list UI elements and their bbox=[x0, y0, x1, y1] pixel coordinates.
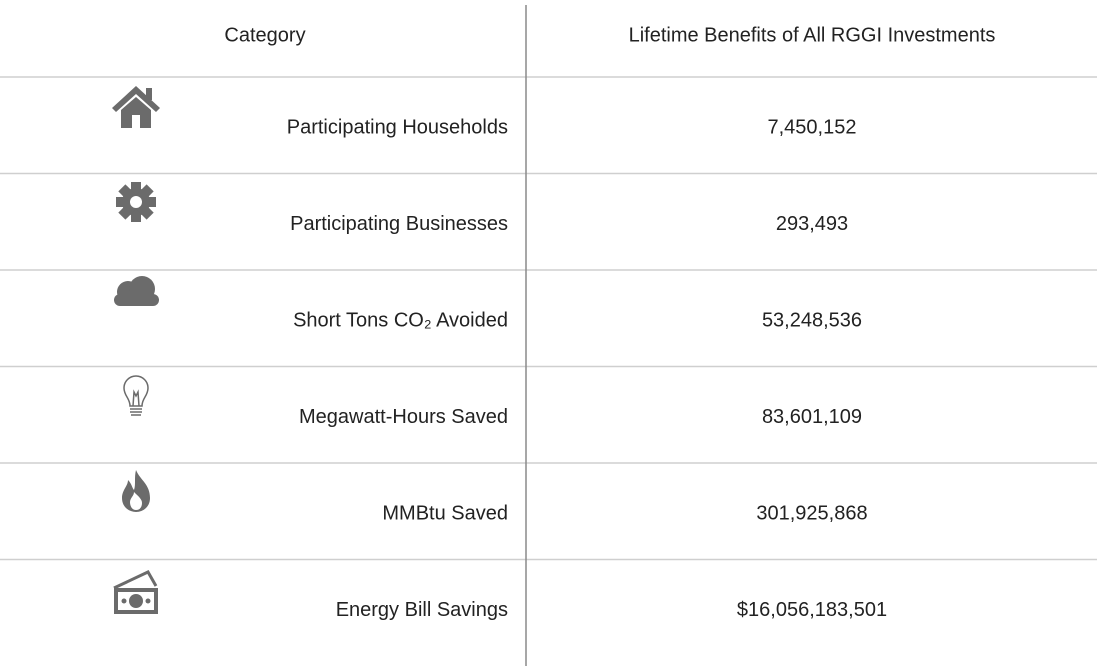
category-label: Energy Bill Savings bbox=[336, 599, 508, 621]
benefit-value: 301,925,868 bbox=[756, 503, 867, 525]
benefit-value: $16,056,183,501 bbox=[737, 599, 887, 621]
bulb-icon bbox=[123, 375, 149, 416]
header-category: Category bbox=[224, 24, 305, 46]
money-icon bbox=[113, 570, 158, 614]
flame-icon bbox=[122, 470, 150, 512]
benefit-value: 53,248,536 bbox=[762, 310, 862, 332]
gear-icon bbox=[116, 182, 156, 222]
category-label: Participating Households bbox=[287, 117, 508, 139]
table-lines bbox=[0, 76, 1097, 561]
benefit-value: 293,493 bbox=[776, 213, 848, 235]
category-label: Participating Businesses bbox=[290, 213, 508, 235]
benefit-value: 7,450,152 bbox=[768, 117, 857, 139]
header-benefits: Lifetime Benefits of All RGGI Investment… bbox=[629, 24, 996, 46]
category-label: Short Tons CO₂ Avoided bbox=[293, 310, 508, 332]
category-label: MMBtu Saved bbox=[382, 503, 508, 525]
category-label: Megawatt-Hours Saved bbox=[299, 406, 508, 428]
benefit-value: 83,601,109 bbox=[762, 406, 862, 428]
cloud-icon bbox=[114, 276, 159, 306]
house-icon bbox=[112, 86, 160, 128]
